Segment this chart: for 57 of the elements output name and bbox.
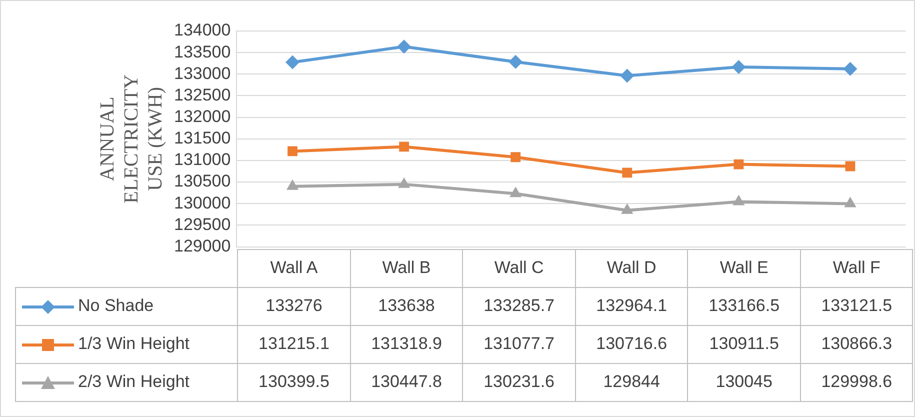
data-label: 130866.3 [800,325,913,364]
point [398,177,410,188]
legend-label: No Shade [78,296,154,316]
x-tick-label: Wall A [238,249,350,288]
point [399,142,409,152]
point [286,179,299,190]
point [510,186,522,198]
point [508,54,523,69]
data-label: 130447.8 [350,363,463,402]
data-label: 130045 [688,363,800,402]
point [732,194,745,206]
point [622,168,632,178]
x-tick-label: Wall C [462,249,576,288]
point [843,62,858,76]
data-label: 133276 [238,287,350,326]
x-tick-label: Wall E [688,249,800,288]
point [621,203,634,214]
y-tick-label: 133500 [174,42,231,62]
y-axis-title: ANNUAL ELECTRICITY USE (KWH) [96,74,166,204]
data-label: 130399.5 [238,363,350,402]
point [510,152,521,162]
point [734,159,744,170]
point [620,68,634,83]
y-tick-label: 129500 [174,214,231,234]
y-tick-label: 131000 [174,150,231,170]
data-label: 133166.5 [688,287,800,326]
data-label: 132964.1 [575,287,688,326]
point [844,196,856,208]
data-label: 130716.6 [575,325,688,364]
data-label: 131077.7 [462,325,576,364]
data-label: 130231.6 [462,363,576,402]
data-label: 133121.5 [800,287,913,326]
data-label: 133638 [350,287,463,326]
point [397,40,412,54]
x-tick-label: Wall F [800,249,913,288]
legend-label: 2/3 Win Height [78,372,190,392]
point [732,60,746,74]
y-tick-label: 132000 [174,107,231,126]
y-tick-label: 130500 [174,172,231,191]
y-tick-label: 130000 [174,193,231,212]
data-label: 129998.6 [800,363,913,402]
y-tick-label: 129000 [174,236,231,256]
point [288,146,298,156]
point [286,55,300,70]
x-tick-label: Wall D [575,249,688,288]
y-tick-label: 134000 [174,20,231,40]
data-label: 131215.1 [238,325,350,364]
data-label: 129844 [575,363,688,402]
data-label: 130911.5 [688,325,800,364]
y-tick-label: 132500 [174,85,231,104]
point [845,161,856,172]
y-tick-label: 133000 [174,64,231,83]
data-label: 133285.7 [462,287,576,326]
y-tick-label: 131500 [174,128,231,148]
data-label: 131318.9 [350,325,463,364]
legend-label: 1/3 Win Height [78,334,190,354]
x-tick-label: Wall B [350,249,463,288]
